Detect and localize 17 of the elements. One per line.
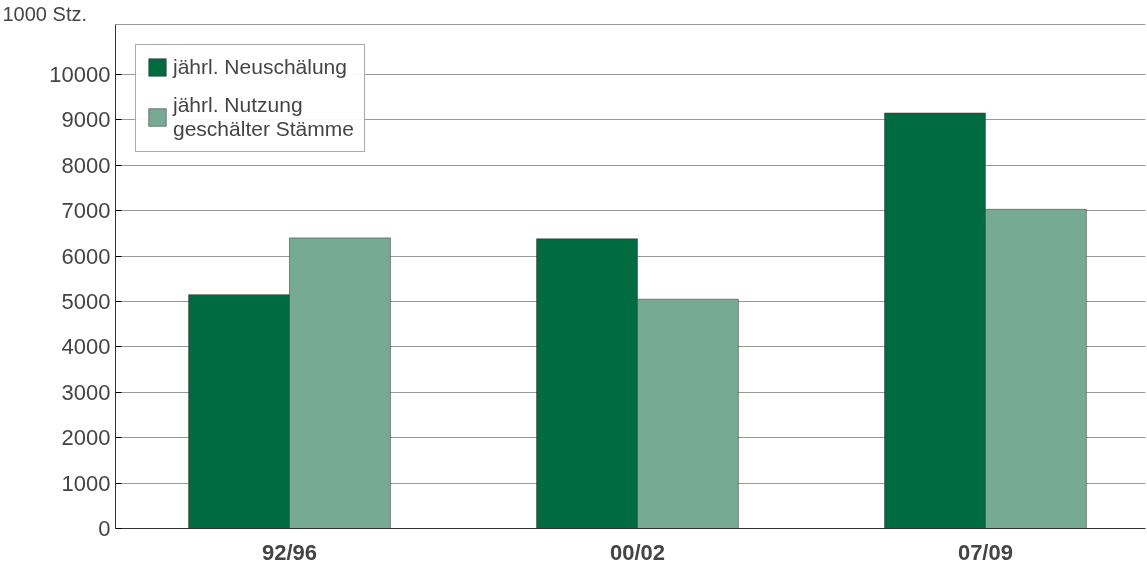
y-axis-title: 1000 Stz.: [2, 2, 88, 25]
legend-label: jährl. Nutzung geschälter Stämme: [173, 93, 354, 141]
y-tick-label: 6000: [61, 243, 111, 269]
y-tick-label: 5000: [61, 288, 111, 314]
y-tick-label: 9000: [61, 107, 111, 133]
y-tick-label: 7000: [61, 198, 111, 224]
x-tick-label: 00/02: [609, 539, 665, 565]
x-tick-label: 92/96: [261, 539, 318, 565]
legend-label: jährl. Neuschälung: [173, 55, 347, 79]
y-tick-label: 8000: [61, 152, 111, 178]
x-tick-label: 07/09: [957, 539, 1013, 565]
y-tick-label: 0: [98, 516, 111, 541]
y-tick-label: 4000: [61, 334, 111, 360]
y-tick-label: 2000: [61, 425, 111, 451]
y-tick-label: 3000: [61, 379, 111, 405]
y-tick-label: 10000: [49, 61, 111, 87]
y-tick-label: 1000: [61, 470, 111, 496]
